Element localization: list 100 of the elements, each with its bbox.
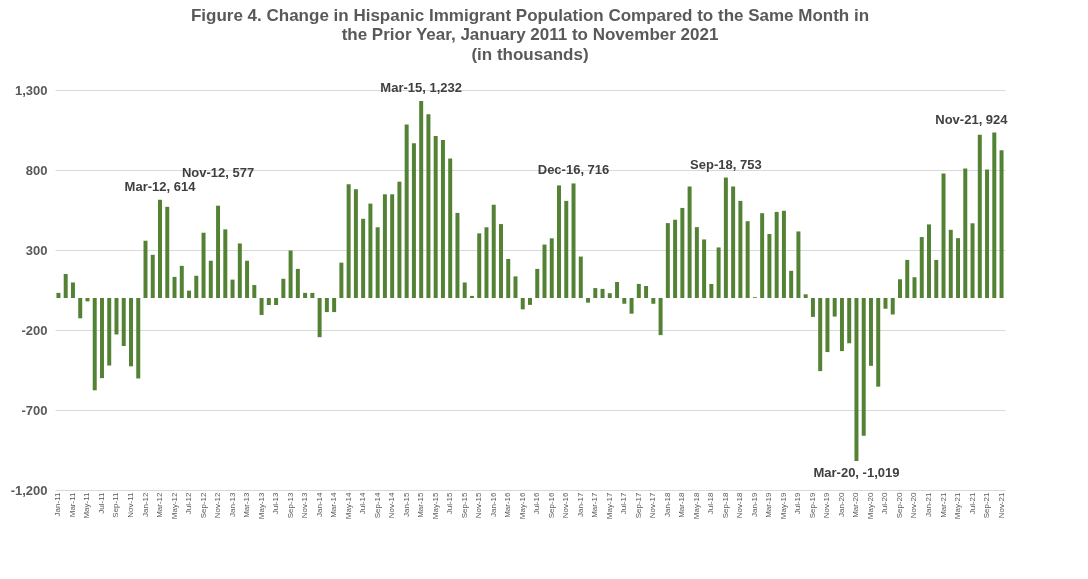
y-tick-label: 300: [25, 242, 48, 258]
bar: [622, 298, 627, 304]
bar: [382, 194, 387, 298]
bar: [361, 218, 366, 298]
x-tick-label: Sep-12: [198, 491, 208, 519]
bar: [673, 219, 678, 298]
bar: [897, 279, 902, 298]
x-tick-label: Mar-11: [67, 491, 77, 518]
bar: [266, 298, 271, 306]
x-tick-label: Mar-12: [155, 491, 165, 518]
bar: [252, 285, 257, 298]
bar: [948, 229, 953, 298]
x-tick-label: Jul-18: [706, 491, 716, 515]
bar: [825, 298, 830, 353]
bar: [99, 298, 104, 379]
bar: [905, 259, 910, 298]
bar: [665, 223, 670, 298]
x-tick-label: Jul-11: [96, 491, 106, 514]
bar: [818, 298, 823, 372]
bar: [92, 298, 97, 391]
x-tick-label: Jul-21: [967, 491, 977, 515]
bar: [694, 227, 699, 298]
x-tick-label: Jan-14: [314, 491, 324, 517]
bar: [571, 183, 576, 298]
bar: [426, 114, 431, 298]
bar: [158, 199, 163, 298]
x-tick-label: Sep-14: [372, 491, 382, 519]
bar: [332, 298, 337, 313]
bar: [883, 298, 888, 309]
chart-subtitle: (in thousands): [471, 44, 589, 64]
x-tick-label: Sep-13: [285, 491, 295, 519]
x-tick-label: Mar-20: [851, 491, 861, 518]
bar: [324, 298, 329, 313]
bar: [491, 204, 496, 298]
bar: [179, 265, 184, 298]
x-tick-label: Jul-13: [271, 491, 281, 515]
x-tick-label: Jul-14: [358, 491, 368, 515]
x-tick-label: Jul-17: [619, 491, 629, 515]
x-tick-label: Nov-14: [387, 491, 397, 519]
bar: [702, 239, 707, 298]
bar: [890, 298, 895, 315]
bar: [651, 298, 656, 304]
bar: [658, 298, 663, 336]
bar: [796, 231, 801, 298]
x-tick-label: Jul-12: [184, 491, 194, 515]
bar: [941, 173, 946, 298]
x-tick-label: Nov-19: [822, 491, 832, 519]
x-tick-label: Jan-21: [924, 491, 934, 517]
bar: [187, 290, 192, 298]
bar: [593, 288, 598, 298]
bar: [745, 221, 750, 298]
x-tick-label: May-19: [778, 491, 788, 520]
annotation: Sep-18, 753: [690, 156, 762, 172]
y-tick-label: -1,200: [10, 482, 48, 498]
bar: [992, 132, 997, 298]
x-tick-label: Jan-17: [575, 491, 585, 517]
bar: [810, 298, 815, 317]
bar: [455, 212, 460, 298]
bar: [208, 260, 213, 298]
x-tick-label: Sep-17: [633, 491, 643, 519]
x-tick-label: Jan-15: [401, 491, 411, 517]
bar: [375, 227, 380, 298]
bar: [861, 298, 866, 436]
bar: [578, 256, 583, 298]
bar: [339, 262, 344, 298]
x-tick-label: Jul-16: [532, 491, 542, 515]
x-tick-label: May-12: [169, 491, 179, 520]
bar: [85, 298, 90, 302]
x-tick-label: May-16: [517, 491, 527, 520]
bar: [506, 258, 511, 298]
x-tick-label: Mar-18: [677, 491, 687, 518]
bar: [774, 211, 779, 298]
x-tick-label: Nov-21: [996, 491, 1006, 519]
annotation: Mar-12, 614: [124, 178, 197, 194]
bar: [107, 298, 112, 366]
x-tick-label: May-21: [953, 491, 963, 520]
bar: [760, 213, 765, 298]
bar: [121, 298, 126, 346]
bar: [216, 205, 221, 298]
bar: [498, 224, 503, 298]
bar: [985, 169, 990, 298]
bar: [520, 298, 525, 310]
x-tick-label: Mar-14: [329, 491, 339, 518]
bar: [78, 298, 83, 319]
bar: [230, 279, 235, 298]
bar: [934, 259, 939, 298]
annotation: Dec-16, 716: [537, 162, 610, 178]
bar: [303, 292, 308, 298]
x-tick-label: Jan-20: [836, 491, 846, 517]
x-tick-label: May-15: [430, 491, 440, 520]
bar: [644, 286, 649, 298]
bar: [150, 254, 155, 298]
x-tick-label: Nov-15: [474, 491, 484, 519]
bar: [999, 150, 1004, 298]
x-tick-label: May-13: [256, 491, 266, 520]
bar: [56, 292, 61, 298]
x-tick-label: Sep-19: [807, 491, 817, 519]
bar: [172, 276, 177, 298]
bar: [876, 298, 881, 387]
y-tick-label: 800: [25, 162, 48, 178]
